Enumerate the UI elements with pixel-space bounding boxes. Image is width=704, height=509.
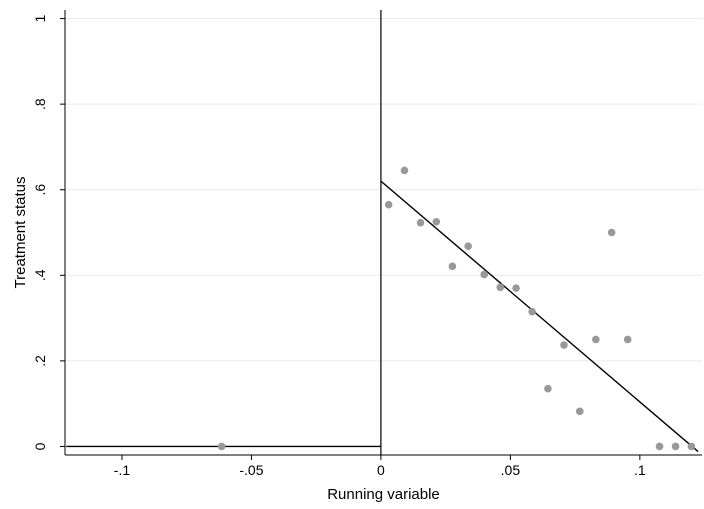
x-tick-label-4: .1 <box>634 462 646 478</box>
data-point-10 <box>528 307 536 316</box>
data-points <box>217 166 696 451</box>
data-point-18 <box>671 442 680 451</box>
data-point-16 <box>623 335 632 344</box>
y-tick-label-2: .4 <box>32 269 48 281</box>
data-point-0 <box>217 442 226 451</box>
y-tick-label-1: .2 <box>32 355 48 367</box>
data-point-14 <box>592 335 600 344</box>
x-axis-title: Running variable <box>327 486 440 503</box>
data-point-9 <box>512 284 520 292</box>
y-tick-label-0: 0 <box>32 442 48 450</box>
data-point-2 <box>400 166 409 175</box>
data-point-3 <box>416 218 425 227</box>
data-point-1 <box>384 200 393 209</box>
data-point-13 <box>575 407 584 416</box>
y-tick-label-4: .8 <box>32 98 48 110</box>
data-point-15 <box>607 228 616 237</box>
data-point-7 <box>480 270 489 279</box>
y-tick-label-3: .6 <box>32 184 48 196</box>
tick-labels: 0 .2 .4 .6 .8 1 -.1 -.05 0 .05 .1 <box>32 14 646 478</box>
grid-lines <box>65 18 702 362</box>
fit-line-2 <box>380 180 699 453</box>
data-point-19 <box>687 442 696 451</box>
x-tick-label-3: .05 <box>501 462 521 478</box>
data-point-4 <box>432 218 441 226</box>
x-tick-label-1: -.05 <box>239 462 263 478</box>
data-point-12 <box>560 341 568 349</box>
data-point-17 <box>655 442 664 451</box>
data-point-11 <box>544 384 552 393</box>
y-tick-label-5: 1 <box>32 14 48 22</box>
data-point-5 <box>448 262 457 271</box>
data-point-8 <box>496 283 505 292</box>
data-point-6 <box>464 242 472 250</box>
y-axis-title: Treatment status <box>12 177 29 289</box>
axes <box>64 10 702 456</box>
x-tick-label-0: -.1 <box>114 462 131 478</box>
x-tick-label-2: 0 <box>377 462 385 478</box>
fit-lines <box>66 180 699 453</box>
